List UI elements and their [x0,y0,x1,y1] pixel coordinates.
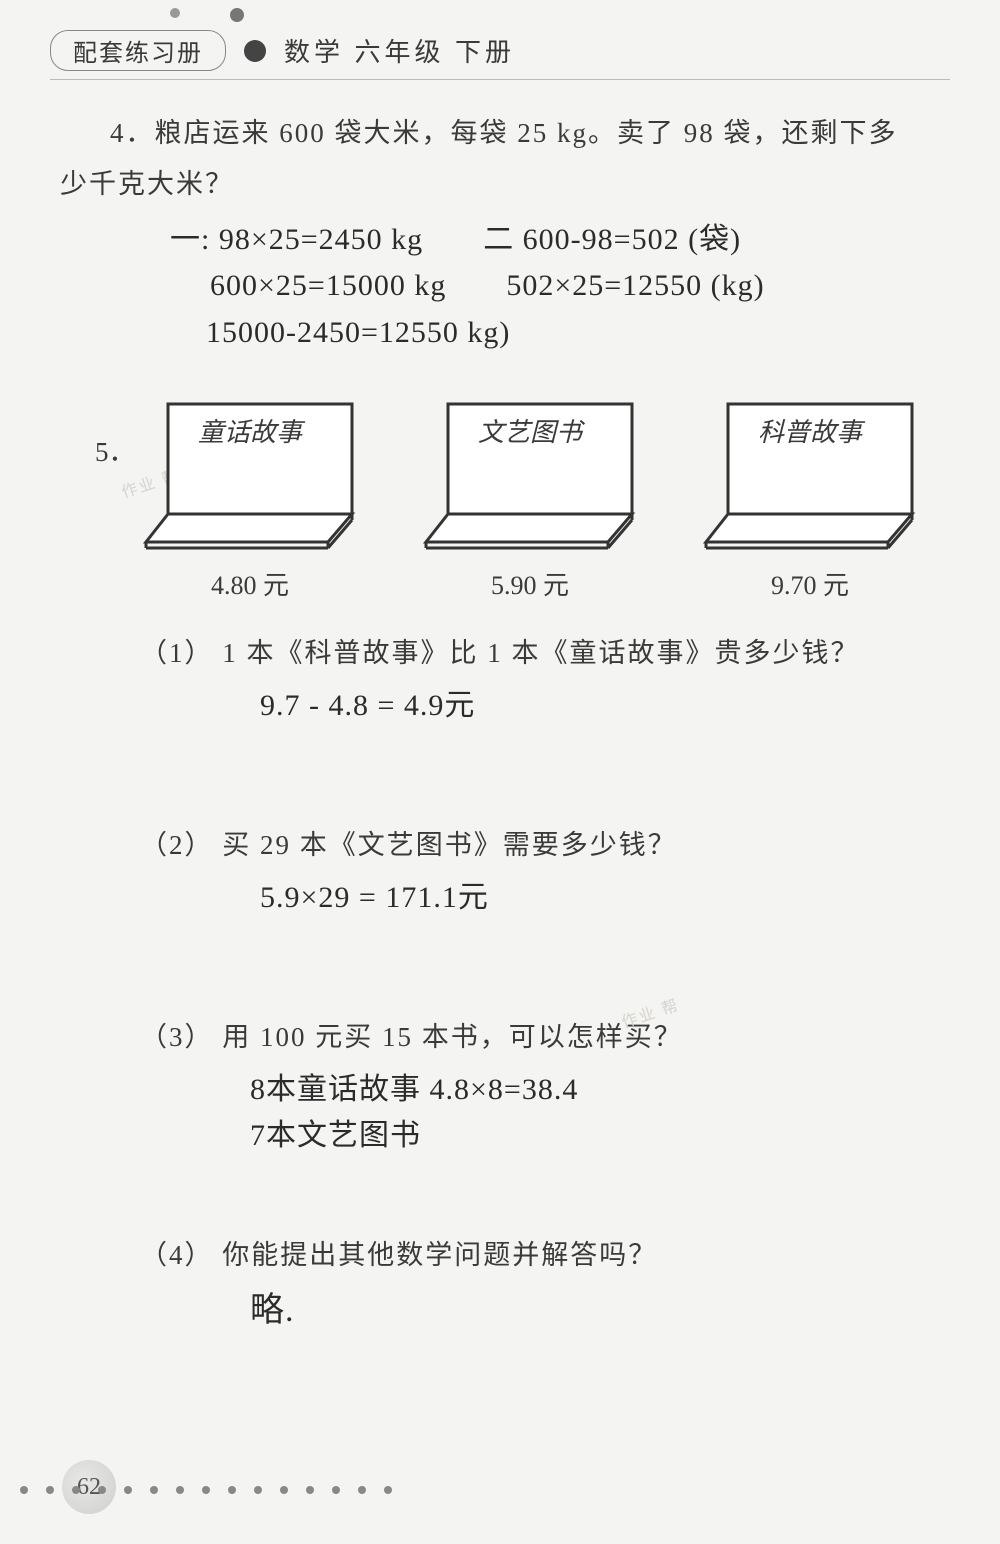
q5-part1-answer: 9.7 - 4.8 = 4.9元 [260,683,950,730]
problem-4-work: 一: 98×25=2450 kg 二 600-98=502 (袋) 600×25… [170,217,950,357]
decorative-dots-top [170,8,244,22]
dot-large [244,40,266,62]
q4-work-1a: 一: 98×25=2450 kg [170,217,423,264]
q4-work-2a: 600×25=15000 kg [210,263,446,310]
q5-part3-answer-1: 8本童话故事 4.8×8=38.4 [250,1067,950,1114]
book-1-title: 童话故事 [140,412,360,449]
book-2: 文艺图书 5.90 元 [420,396,640,602]
problem-4-number: 4． [110,118,155,148]
q5-part1: （1） 1 本《科普故事》比 1 本《童话故事》贵多少钱？ [140,628,950,679]
q5-part3: （3） 用 100 元买 15 本书，可以怎样买？ [140,1012,950,1063]
decorative-dots-bottom [0,1486,392,1494]
book-1: 童话故事 4.80 元 [140,396,360,602]
q5-part4-answer: 略. [250,1285,950,1338]
q5-part3-answer-2: 7本文艺图书 [250,1113,950,1160]
problem-4: 4．粮店运来 600 袋大米，每袋 25 kg。卖了 98 袋，还剩下多 [110,108,950,159]
header-divider [50,79,950,80]
q4-work-2b: 502×25=12550 (kg) [506,263,764,310]
problem-4-line2: 少千克大米？ [60,159,950,210]
subject-title: 数学 六年级 下册 [284,32,515,69]
book-1-price: 4.80 元 [211,565,289,602]
book-3-graphic: 科普故事 [700,396,920,551]
dot-small [170,8,180,18]
q5-part4: （4） 你能提出其他数学问题并解答吗？ [140,1230,950,1281]
book-2-graphic: 文艺图书 [420,396,640,551]
books-row: 童话故事 4.80 元 文艺图书 5.90 元 [140,396,920,602]
page-header: 配套练习册 数学 六年级 下册 [50,30,950,71]
book-3-title: 科普故事 [700,412,920,449]
problem-4-line1: 粮店运来 600 袋大米，每袋 25 kg。卖了 98 袋，还剩下多 [155,118,898,148]
book-3-price: 9.70 元 [771,565,849,602]
workbook-badge: 配套练习册 [50,30,226,71]
book-2-title: 文艺图书 [420,412,640,449]
problem-5-number: 5． [95,430,136,469]
q4-work-1b: 二 600-98=502 (袋) [483,217,741,264]
q4-work-3a: 15000-2450=12550 kg) [206,310,950,357]
book-1-graphic: 童话故事 [140,396,360,551]
book-3: 科普故事 9.70 元 [700,396,920,602]
dot-medium [230,8,244,22]
q5-part2: （2） 买 29 本《文艺图书》需要多少钱？ [140,820,950,871]
book-2-price: 5.90 元 [491,565,569,602]
q5-part2-answer: 5.9×29 = 171.1元 [260,875,950,922]
